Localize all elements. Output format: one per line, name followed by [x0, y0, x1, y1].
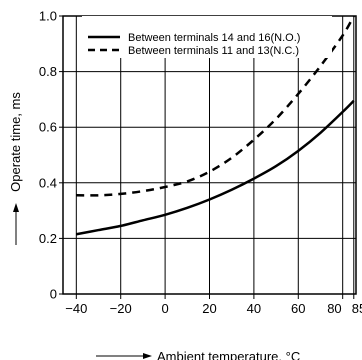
series-lines	[76, 15, 355, 236]
x-tick-label: 20	[202, 301, 216, 316]
x-tick-label: −40	[65, 301, 87, 316]
series-line-no	[76, 99, 355, 236]
legend-label-no: Between terminals 14 and 16(N.O.)	[128, 32, 300, 44]
y-tick-label: 0	[50, 287, 57, 302]
y-tick-label: 0.6	[39, 120, 57, 135]
x-axis-arrowhead	[143, 353, 152, 359]
legend: Between terminals 14 and 16(N.O.) Betwee…	[82, 16, 332, 58]
y-axis-arrowhead	[13, 203, 19, 212]
legend-background	[82, 16, 332, 58]
y-tick-label: 0.8	[39, 64, 57, 79]
x-tick-label: 0	[161, 301, 168, 316]
y-tick-label: 0.4	[39, 175, 57, 190]
x-tick-label: 40	[247, 301, 261, 316]
y-tick-label: 0.2	[39, 231, 57, 246]
y-axis-label-group: Operate time, ms	[8, 92, 23, 245]
x-tick-label: 60	[291, 301, 305, 316]
x-tick-label: −20	[110, 301, 132, 316]
x-axis-label: Ambient temperature, °C	[157, 349, 300, 360]
legend-label-nc: Between terminals 11 and 13(N.C.)	[128, 45, 299, 57]
axis-ticks: −40 −20 0 20 40 60 80 85 0 0.2 0.4 0.6 0.8 1.0	[39, 9, 362, 317]
y-tick-label: 1.0	[39, 9, 57, 24]
series-line-nc	[76, 15, 355, 197]
x-tick-label: 85	[352, 301, 362, 316]
x-tick-label: 80	[327, 301, 341, 316]
y-axis-label: Operate time, ms	[8, 92, 23, 192]
x-axis-label-group: Ambient temperature, °C	[96, 349, 300, 360]
